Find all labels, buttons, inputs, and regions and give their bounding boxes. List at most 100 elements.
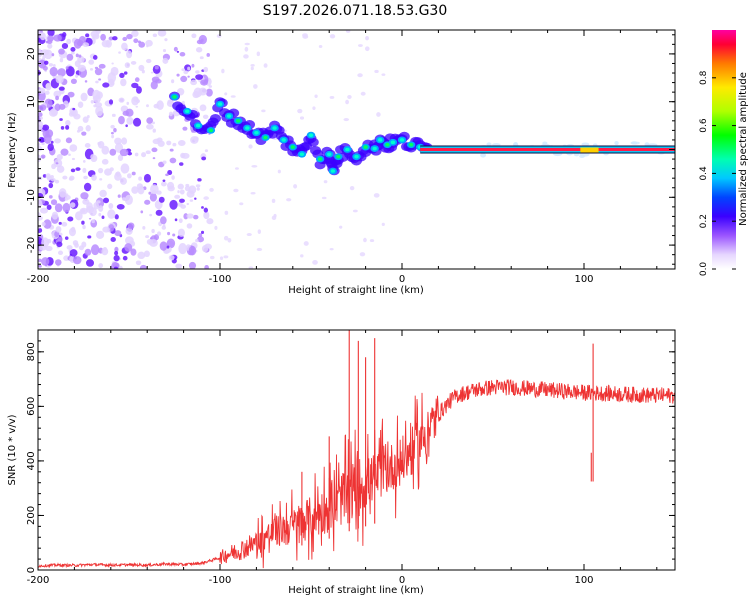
noise-blob bbox=[195, 74, 204, 80]
noise-blob bbox=[85, 124, 91, 132]
noise-blob bbox=[69, 144, 78, 152]
noise-blob bbox=[157, 140, 165, 147]
snr-line bbox=[38, 379, 675, 569]
noise-blob bbox=[66, 53, 74, 61]
noise-blob bbox=[110, 131, 114, 135]
noise-blob bbox=[77, 64, 86, 72]
noise-blob bbox=[345, 30, 351, 33]
noise-blob bbox=[109, 148, 117, 156]
ridge-blob-outer bbox=[209, 113, 221, 123]
noise-blob bbox=[167, 185, 175, 192]
noise-blob bbox=[70, 78, 77, 84]
noise-blob bbox=[103, 197, 110, 204]
noise-blob bbox=[146, 117, 154, 124]
noise-blob bbox=[176, 73, 180, 77]
noise-blob bbox=[42, 174, 47, 178]
y-tick-label: 800 bbox=[26, 342, 37, 361]
noise-blob bbox=[117, 154, 124, 161]
noise-blob bbox=[196, 39, 203, 45]
noise-blob bbox=[165, 173, 169, 177]
noise-blob bbox=[191, 63, 195, 68]
noise-blob bbox=[360, 91, 366, 96]
noise-blob bbox=[38, 112, 43, 118]
noise-blob bbox=[130, 60, 137, 65]
noise-blob bbox=[381, 222, 385, 227]
noise-blob bbox=[138, 64, 145, 71]
noise-blob bbox=[161, 181, 167, 187]
noise-blob bbox=[69, 202, 76, 208]
x-tick-label: 0 bbox=[399, 274, 405, 285]
noise-blob bbox=[160, 216, 167, 225]
ridge-core bbox=[226, 114, 232, 118]
noise-blob bbox=[177, 228, 185, 237]
noise-blob bbox=[74, 242, 79, 248]
y-tick-label: -20 bbox=[26, 237, 37, 253]
ridge-core bbox=[299, 152, 305, 157]
noise-blob bbox=[65, 66, 69, 70]
noise-blob bbox=[43, 219, 52, 229]
noise-blob bbox=[94, 102, 103, 108]
noise-blob bbox=[146, 238, 154, 245]
noise-blob bbox=[86, 202, 93, 211]
noise-blob bbox=[70, 46, 76, 52]
noise-blob bbox=[180, 75, 188, 83]
chart-title: S197.2026.071.18.53.G30 bbox=[263, 3, 448, 19]
noise-blob bbox=[174, 194, 181, 199]
noise-blob bbox=[45, 173, 51, 179]
noise-blob bbox=[224, 210, 229, 215]
noise-blob bbox=[154, 65, 159, 70]
noise-blob bbox=[178, 243, 187, 255]
ridge-core bbox=[208, 128, 214, 133]
noise-blob bbox=[200, 230, 205, 234]
noise-blob bbox=[105, 39, 112, 48]
noise-blob bbox=[188, 261, 197, 269]
noise-blob bbox=[55, 226, 62, 233]
noise-blob bbox=[277, 169, 281, 174]
noise-blob bbox=[134, 77, 140, 83]
noise-blob bbox=[48, 182, 54, 189]
x-tick-label: 100 bbox=[574, 575, 593, 586]
noise-blob bbox=[85, 33, 90, 38]
noise-blob bbox=[177, 139, 186, 147]
noise-blob bbox=[64, 197, 69, 201]
noise-blob bbox=[90, 30, 100, 38]
noise-blob bbox=[158, 196, 165, 203]
noise-blob bbox=[186, 213, 194, 219]
noise-blob bbox=[178, 218, 183, 224]
ridge-core bbox=[385, 142, 390, 147]
noise-blob bbox=[80, 209, 86, 213]
noise-blob bbox=[39, 32, 46, 41]
noise-blob bbox=[55, 75, 64, 84]
noise-blob bbox=[80, 92, 88, 102]
noise-blob bbox=[286, 198, 292, 202]
noise-blob bbox=[119, 72, 125, 79]
noise-blob bbox=[152, 157, 156, 160]
ridge-blob-outer bbox=[307, 137, 319, 147]
noise-blob bbox=[146, 104, 149, 108]
noise-blob bbox=[47, 35, 54, 42]
noise-blob bbox=[111, 134, 115, 139]
noise-blob bbox=[64, 236, 69, 240]
noise-blob bbox=[60, 148, 69, 156]
noise-blob bbox=[321, 196, 327, 200]
noise-blob bbox=[126, 116, 134, 125]
noise-blob bbox=[248, 144, 253, 149]
noise-blob bbox=[153, 103, 159, 109]
noise-blob bbox=[299, 116, 305, 120]
noise-blob bbox=[81, 241, 87, 248]
noise-blob bbox=[61, 43, 69, 49]
noise-blob bbox=[74, 60, 81, 68]
noise-blob bbox=[38, 154, 42, 163]
noise-blob bbox=[189, 199, 194, 202]
noise-blob bbox=[172, 142, 177, 147]
noise-blob bbox=[41, 237, 50, 248]
noise-blob bbox=[99, 189, 107, 198]
noise-blob bbox=[113, 127, 117, 133]
noise-blob bbox=[157, 30, 167, 37]
noise-blob bbox=[47, 143, 54, 151]
noise-blob bbox=[95, 80, 99, 84]
noise-blob bbox=[136, 86, 142, 94]
ridge-core bbox=[308, 133, 314, 137]
noise-blob bbox=[209, 255, 215, 260]
noise-blob bbox=[195, 184, 201, 188]
